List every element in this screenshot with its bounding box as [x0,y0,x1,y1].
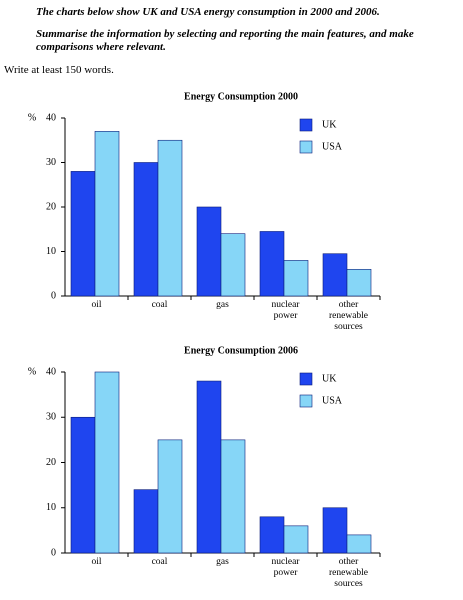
x-tick-label: oil [91,300,102,310]
x-label-box: coal [151,557,168,567]
legend-swatch [299,394,313,408]
y-axis-label: % [28,112,36,123]
bar [196,380,222,554]
y-tick-label: 30 [46,412,56,423]
bar [94,371,120,554]
word-count: Write at least 150 words. [4,64,114,76]
x-tick-label: gas [216,557,229,567]
x-label-box: gas [216,557,229,567]
y-axis-label: % [28,366,36,377]
x-label-box: gas [216,300,229,310]
chart-title: Energy Consumption 2006 [184,345,298,356]
bar [346,268,372,297]
y-tick-label: 40 [46,366,56,377]
task-title: The charts below show UK and USA energy … [36,6,380,18]
bar [259,516,285,554]
bar [259,231,285,297]
bar [196,206,222,297]
bar [70,416,96,554]
bar [133,162,159,297]
bar [220,439,246,554]
bar [346,534,372,554]
y-tick-label: 20 [46,457,56,468]
legend-swatch [299,140,313,154]
legend-label: UK [322,373,337,384]
x-tick-label: nuclear power [271,557,300,578]
bar [283,260,309,297]
bar [157,139,183,297]
y-tick-label: 10 [46,246,56,257]
bar [94,131,120,297]
bar [322,507,348,554]
chart-title: Energy Consumption 2000 [184,91,298,102]
y-tick-label: 20 [46,201,56,212]
y-tick-label: 40 [46,112,56,123]
y-tick-label: 0 [51,290,56,301]
bar [220,233,246,297]
y-tick-label: 0 [51,547,56,558]
legend-label: USA [322,141,343,152]
bar [133,489,159,554]
y-tick-label: 30 [46,157,56,168]
bar [283,525,309,554]
legend-label: USA [322,395,343,406]
bar [70,171,96,297]
x-label-box: nuclear power [271,557,300,578]
x-label-box: coal [151,300,168,310]
x-tick-label: oil [91,557,102,567]
x-label-box: other renewable sources [328,557,369,589]
bar [157,439,183,554]
x-tick-label: other renewable sources [328,300,369,332]
bar [322,253,348,297]
x-tick-label: coal [151,557,168,567]
x-label-box: other renewable sources [328,300,369,332]
x-label-box: oil [91,300,102,310]
legend-label: UK [322,119,337,130]
x-label-box: oil [91,557,102,567]
legend-swatch [299,372,313,386]
y-tick-label: 10 [46,502,56,513]
x-tick-label: gas [216,300,229,310]
legend-swatch [299,118,313,132]
x-tick-label: nuclear power [271,300,300,321]
x-tick-label: other renewable sources [328,557,369,589]
task-text: Summarise the information by selecting a… [36,28,414,53]
x-label-box: nuclear power [271,300,300,321]
x-tick-label: coal [151,300,168,310]
